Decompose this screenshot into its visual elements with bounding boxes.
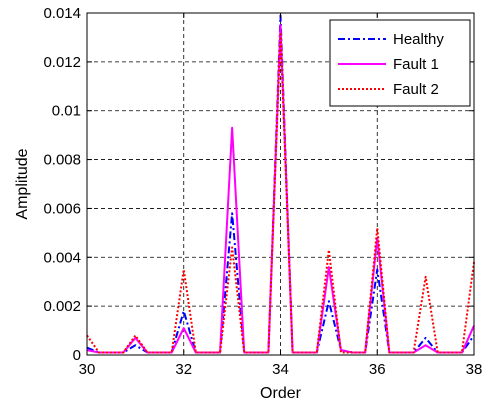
x-tick-labels: 30 32 34 36 38 — [79, 361, 483, 378]
grid — [87, 13, 474, 355]
y-axis-label: Amplitude — [14, 148, 31, 219]
series-line-fault-2 — [86, 31, 475, 354]
y-tick-label: 0.008 — [43, 152, 81, 169]
y-tick-label: 0.004 — [43, 249, 81, 266]
x-tick-label: 34 — [272, 361, 289, 378]
y-tick-labels: 0 0.002 0.004 0.006 0.008 0.01 0.012 0.014 — [43, 5, 81, 364]
legend-box — [329, 19, 471, 107]
ticks — [86, 12, 475, 356]
x-axis-label: Order — [260, 385, 302, 402]
x-tick-label: 32 — [175, 361, 192, 378]
y-tick-label: 0.01 — [52, 103, 81, 120]
x-tick-label: 38 — [466, 361, 483, 378]
legend: Healthy Fault 1 Fault 2 — [329, 19, 471, 107]
y-tick-label: 0.006 — [43, 200, 81, 217]
legend-label-healthy: Healthy — [393, 31, 444, 48]
legend-label-fault-2: Fault 2 — [393, 81, 439, 98]
x-tick-label: 30 — [79, 361, 96, 378]
legend-label-fault-1: Fault 1 — [393, 56, 439, 73]
y-tick-label: 0.012 — [43, 54, 81, 71]
y-tick-label: 0.014 — [43, 5, 81, 22]
x-tick-label: 36 — [369, 361, 386, 378]
y-tick-label: 0.002 — [43, 298, 81, 315]
y-tick-label: 0 — [73, 347, 81, 364]
